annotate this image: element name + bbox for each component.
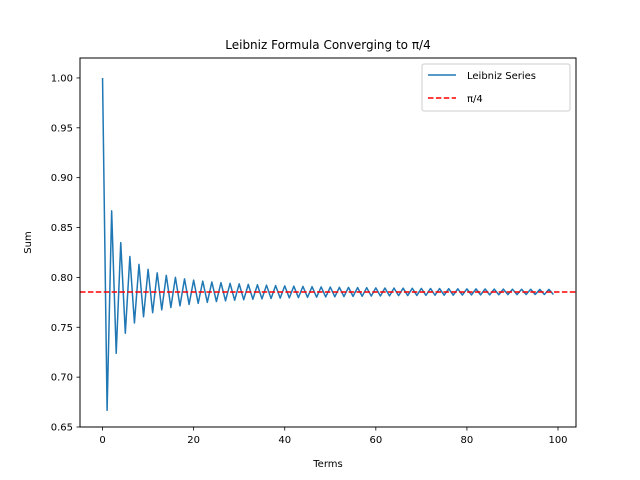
plot-area	[80, 77, 576, 412]
y-axis-ticks: 0.65 0.70 0.75 0.80 0.85 0.90 0.95 1.00	[51, 73, 80, 434]
y-tick-label: 1.00	[51, 73, 73, 84]
y-axis-label: Sum	[23, 231, 34, 253]
chart-title: Leibniz Formula Converging to π/4	[225, 38, 430, 52]
legend-label-leibniz-series: Leibniz Series	[467, 71, 536, 82]
y-tick-label: 0.65	[51, 423, 73, 434]
x-axis-ticks: 0 20 40 60 80 100	[99, 427, 568, 446]
legend-label-pi-over-4: π/4	[467, 94, 483, 105]
legend: Leibniz Series π/4	[421, 63, 571, 112]
x-tick-label: 40	[278, 435, 291, 446]
y-tick-label: 0.70	[51, 373, 73, 384]
legend-box	[421, 63, 571, 112]
plot-frame	[79, 57, 577, 428]
y-tick-label: 0.75	[51, 323, 73, 334]
y-tick-label: 0.85	[51, 223, 73, 234]
x-tick-label: 100	[548, 435, 567, 446]
x-axis-label: Terms	[312, 459, 342, 470]
x-tick-label: 80	[461, 435, 474, 446]
y-tick-label: 0.80	[51, 273, 73, 284]
y-tick-label: 0.95	[51, 123, 73, 134]
y-tick-label: 0.90	[51, 173, 73, 184]
x-tick-label: 0	[99, 435, 105, 446]
x-tick-label: 60	[369, 435, 382, 446]
x-tick-label: 20	[187, 435, 200, 446]
